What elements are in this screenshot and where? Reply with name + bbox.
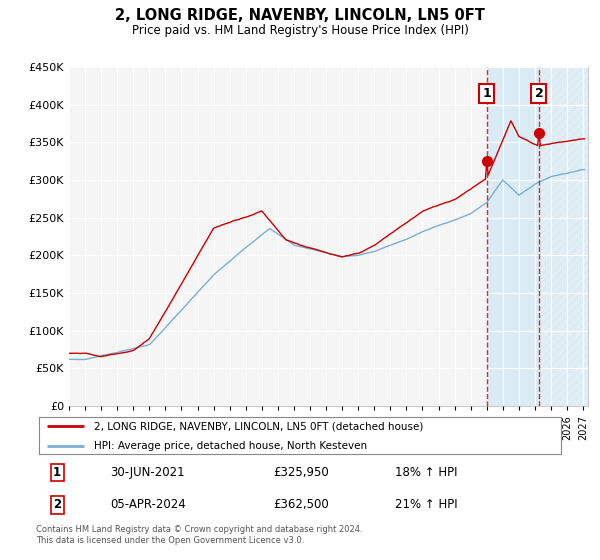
- Text: 2, LONG RIDGE, NAVENBY, LINCOLN, LN5 0FT: 2, LONG RIDGE, NAVENBY, LINCOLN, LN5 0FT: [115, 8, 485, 24]
- Text: 18% ↑ HPI: 18% ↑ HPI: [395, 466, 458, 479]
- Text: 05-APR-2024: 05-APR-2024: [110, 498, 185, 511]
- Text: Price paid vs. HM Land Registry's House Price Index (HPI): Price paid vs. HM Land Registry's House …: [131, 24, 469, 36]
- Bar: [487, 67, 539, 406]
- Text: £325,950: £325,950: [274, 466, 329, 479]
- Text: HPI: Average price, detached house, North Kesteven: HPI: Average price, detached house, Nort…: [94, 441, 367, 451]
- Bar: [539, 67, 591, 406]
- Text: 2, LONG RIDGE, NAVENBY, LINCOLN, LN5 0FT (detached house): 2, LONG RIDGE, NAVENBY, LINCOLN, LN5 0FT…: [94, 421, 424, 431]
- Text: 2: 2: [535, 87, 544, 100]
- Text: 30-JUN-2021: 30-JUN-2021: [110, 466, 185, 479]
- Text: 21% ↑ HPI: 21% ↑ HPI: [395, 498, 458, 511]
- FancyBboxPatch shape: [38, 417, 562, 454]
- Text: 1: 1: [482, 87, 491, 100]
- Text: 1: 1: [53, 466, 61, 479]
- Text: £362,500: £362,500: [274, 498, 329, 511]
- Text: 2: 2: [53, 498, 61, 511]
- Text: Contains HM Land Registry data © Crown copyright and database right 2024.
This d: Contains HM Land Registry data © Crown c…: [36, 525, 362, 545]
